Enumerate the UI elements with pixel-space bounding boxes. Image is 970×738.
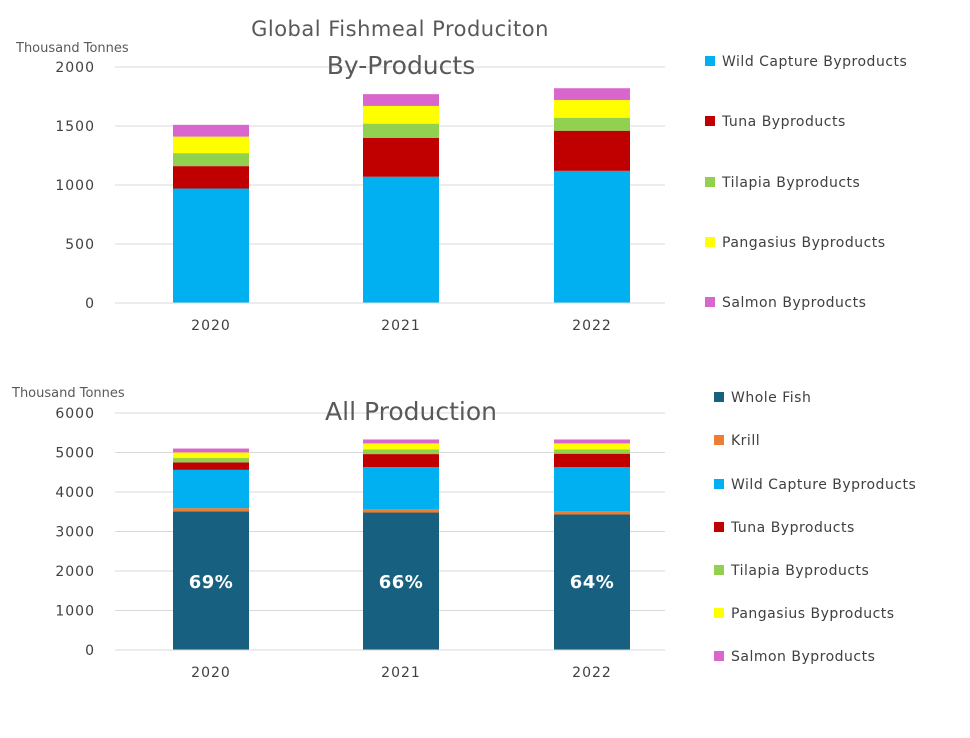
x-tick-label: 2022 [572,665,612,681]
y-tick-label: 6000 [55,406,95,422]
legend-swatch [714,522,724,532]
bar-salmon-byproducts [554,439,630,444]
bar-tuna-byproducts [363,454,439,468]
y-tick-label: 2000 [55,564,95,580]
y-tick-label: 3000 [55,525,95,541]
legend-item: Wild Capture Byproducts [722,54,907,70]
legend-swatch [705,177,715,187]
legend-item: Pangasius Byproducts [731,606,895,622]
legend-item: Tuna Byproducts [730,520,855,536]
legend-swatch [714,392,724,402]
y-axis-label: Thousand Tonnes [11,386,125,401]
bar-tuna-byproducts [173,166,249,189]
bar-salmon-byproducts [173,448,249,453]
bar-whole-fish [554,514,630,650]
bar-wild-capture-byproducts [554,170,630,303]
legend-item: Wild Capture Byproducts [731,477,916,493]
bar-whole-fish [363,512,439,650]
bar-wild-capture-byproducts [363,176,439,303]
bar-pangasius-byproducts [173,452,249,459]
bar-pangasius-byproducts [554,443,630,450]
bar-pangasius-byproducts [363,443,439,450]
bar-whole-fish [173,511,249,650]
chart-subtitle: All Production [325,397,497,426]
legend-swatch [714,565,724,575]
all-production-chart: 0 1000 2000 3000 4000 5000 6000 Thousand Tonnes… [11,386,916,681]
bar-wild-capture-byproducts [363,467,439,510]
bar-tilapia-byproducts [173,153,249,167]
y-tick-label: 1000 [55,178,95,194]
bar-tilapia-byproducts [363,449,439,455]
bar-salmon-byproducts [173,124,249,137]
bar-tilapia-byproducts [554,117,630,131]
chart-subtitle: By-Products [327,51,475,80]
bar-krill [554,511,630,515]
data-label: 69% [189,572,234,593]
legend-item: Salmon Byproducts [731,649,875,665]
bar-tilapia-byproducts [363,123,439,138]
legend-swatch [714,608,724,618]
y-tick-label: 4000 [55,485,95,501]
x-tick-label: 2020 [191,665,231,681]
legend-item: Salmon Byproducts [722,295,866,311]
y-tick-label: 1000 [55,604,95,620]
legend-item: Tuna Byproducts [721,114,846,130]
bar-krill [173,508,249,512]
bar-tuna-byproducts [554,130,630,171]
bar-pangasius-byproducts [173,136,249,154]
y-axis-label: Thousand Tonnes [15,41,129,56]
legend-swatch [714,651,724,661]
legend-item: Whole Fish [731,390,811,406]
bar-salmon-byproducts [363,94,439,106]
bar-pangasius-byproducts [363,105,439,124]
x-tick-label: 2022 [572,318,612,334]
y-tick-label: 500 [65,237,95,253]
x-tick-label: 2021 [381,665,421,681]
bar-salmon-byproducts [363,439,439,444]
data-label: 64% [570,572,615,593]
bar-tuna-byproducts [554,453,630,468]
bar-tuna-byproducts [363,137,439,177]
bar-salmon-byproducts [554,88,630,101]
bar-wild-capture-byproducts [554,467,630,512]
legend-swatch [714,479,724,489]
y-tick-label: 2000 [55,60,95,76]
legend-swatch [705,56,715,66]
legend-item: Pangasius Byproducts [722,235,886,251]
bar-wild-capture-byproducts [173,188,249,303]
y-tick-label: 0 [85,296,95,312]
bar-pangasius-byproducts [554,100,630,118]
legend-swatch [705,116,715,126]
x-tick-label: 2021 [381,318,421,334]
data-label: 66% [379,572,424,593]
bar-tilapia-byproducts [554,449,630,454]
legend-item: Krill [731,433,760,449]
legend-item: Tilapia Byproducts [721,175,860,191]
bar-tilapia-byproducts [173,458,249,463]
y-tick-label: 0 [85,643,95,659]
y-tick-label: 1500 [55,119,95,135]
legend-item: Tilapia Byproducts [730,563,869,579]
y-tick-label: 5000 [55,446,95,462]
legend-swatch [705,237,715,247]
by-products-chart: 0 500 1000 1500 2000 Thousand Tonnes 2020 2021 2… [15,41,907,334]
legend-swatch [705,297,715,307]
bar-tuna-byproducts [173,462,249,470]
x-tick-label: 2020 [191,318,231,334]
bar-krill [363,509,439,513]
bar-wild-capture-byproducts [173,469,249,509]
main-title: Global Fishmeal Produciton [251,17,549,41]
legend-swatch [714,435,724,445]
